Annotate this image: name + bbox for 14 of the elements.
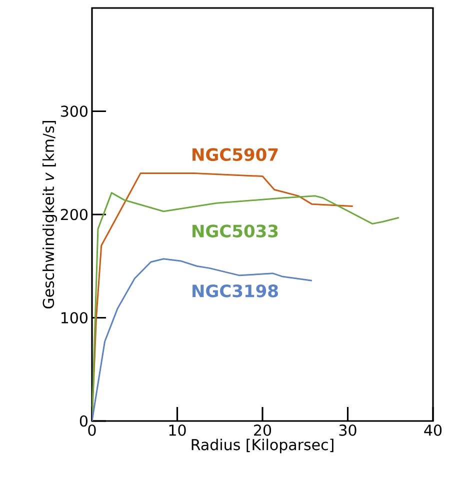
series-label: NGC5033 xyxy=(192,224,278,238)
x-tick-label: 40 xyxy=(424,424,442,436)
x-tick-label: 10 xyxy=(169,424,186,436)
y-tick-label: 300 xyxy=(60,106,88,117)
x-tick-label: 30 xyxy=(339,424,356,436)
y-axis-title: Geschwindigkeit v [km/s] xyxy=(42,121,58,308)
y-tick-label: 0 xyxy=(80,415,88,427)
x-tick-label: 20 xyxy=(254,424,272,436)
series-label: NGC3198 xyxy=(192,284,278,298)
series-label: NGC5907 xyxy=(192,148,278,162)
y-tick-label: 100 xyxy=(61,312,88,324)
y-tick-label: 200 xyxy=(60,208,88,220)
x-axis-title: Radius [Kiloparsec] xyxy=(192,438,334,454)
x-tick-label: 0 xyxy=(88,424,96,436)
